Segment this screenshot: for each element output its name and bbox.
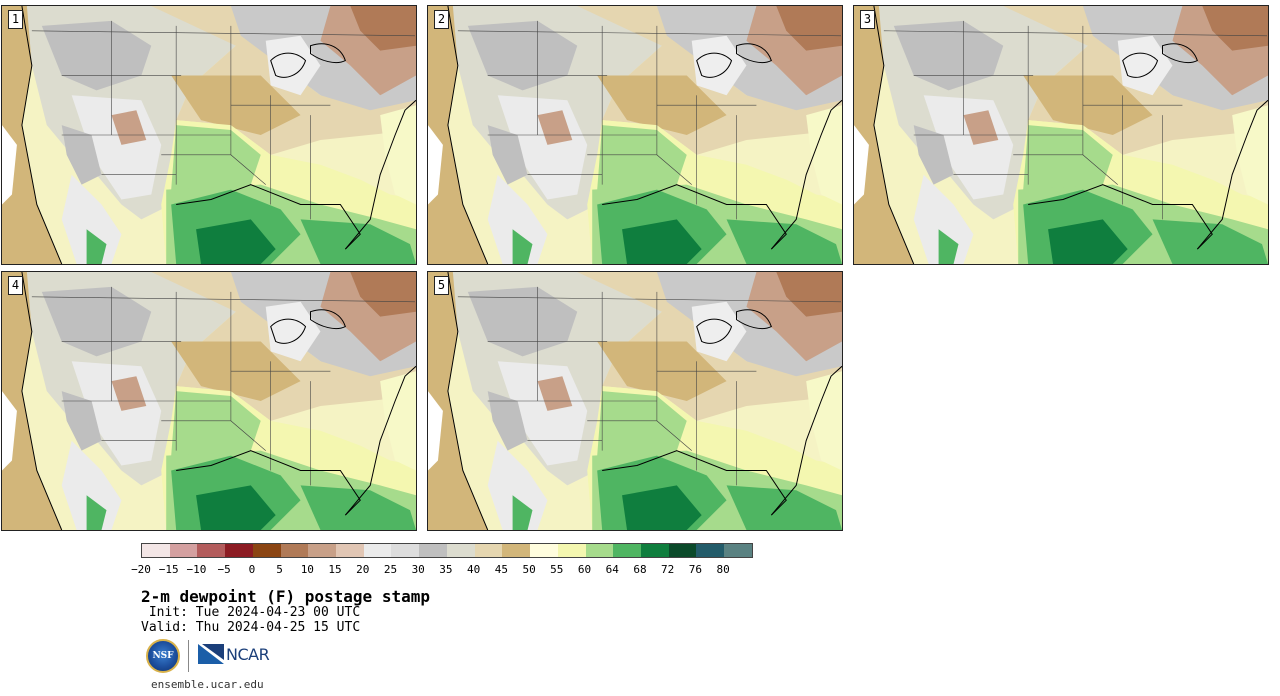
- dewpoint-map: [428, 6, 842, 264]
- colorbar-tick-labels: −20 −15 −10 −5 0 5 10 15 20 25 30 35 40 45 50 55 60 64 68 7…: [131, 563, 781, 577]
- colorbar-tick-label: 72: [661, 563, 675, 576]
- init-time: Init: Tue 2024-04-23 00 UTC: [141, 605, 361, 620]
- dewpoint-map: [2, 6, 416, 264]
- colorbar-swatch: [474, 544, 503, 557]
- logo-divider: [188, 640, 189, 672]
- valid-time: Valid: Thu 2024-04-25 15 UTC: [141, 620, 361, 635]
- colorbar-swatch: [169, 544, 198, 557]
- colorbar-swatch: [252, 544, 281, 557]
- colorbar-tick-label: −10: [186, 563, 207, 576]
- ncar-mark-icon: [198, 644, 224, 664]
- postage-stamp-panel-4: 4: [1, 271, 417, 531]
- colorbar-tick-label: 45: [494, 563, 508, 576]
- colorbar: [141, 543, 753, 558]
- colorbar-swatch: [280, 544, 309, 557]
- member-label: 1: [8, 10, 23, 29]
- member-label: 3: [860, 10, 875, 29]
- colorbar-tick-label: 60: [577, 563, 592, 576]
- colorbar-swatch: [640, 544, 669, 557]
- colorbar-swatch: [530, 544, 558, 557]
- colorbar-tick-label: 76: [688, 563, 703, 576]
- colorbar-swatch: [668, 544, 697, 557]
- colorbar-tick-label: 64: [605, 563, 619, 576]
- colorbar-tick-label: 35: [439, 563, 453, 576]
- member-label: 2: [434, 10, 449, 29]
- colorbar-swatch: [419, 544, 447, 557]
- colorbar-swatch: [557, 544, 586, 557]
- colorbar-swatch: [502, 544, 531, 557]
- colorbar-tick-label: 30: [411, 563, 425, 576]
- colorbar-swatch: [391, 544, 420, 557]
- colorbar-tick-label: 55: [550, 563, 564, 576]
- colorbar-swatch: [446, 544, 475, 557]
- member-label: 4: [8, 276, 23, 295]
- footer-url: ensemble.ucar.edu: [151, 678, 264, 691]
- colorbar-tick-label: 15: [328, 563, 342, 576]
- colorbar-tick-label: 5: [276, 563, 283, 576]
- member-label: 5: [434, 276, 449, 295]
- colorbar-swatch: [363, 544, 392, 557]
- dewpoint-map: [854, 6, 1268, 264]
- colorbar-swatch: [197, 544, 226, 557]
- colorbar-tick-label: 20: [356, 563, 370, 576]
- nsf-logo: NSF: [146, 639, 180, 673]
- colorbar-tick-label: 10: [300, 563, 314, 576]
- colorbar-tick-label: −20: [131, 563, 151, 576]
- colorbar-swatch: [613, 544, 641, 557]
- colorbar-tick-label: −15: [158, 563, 179, 576]
- colorbar-tick-label: 68: [633, 563, 647, 576]
- dewpoint-map: [2, 272, 416, 530]
- postage-stamp-panel-5: 5: [427, 271, 843, 531]
- colorbar-tick-label: 80: [716, 563, 730, 576]
- colorbar-tick-label: 25: [383, 563, 398, 576]
- ncar-logo: NCAR: [198, 644, 270, 664]
- colorbar-swatch: [724, 544, 752, 557]
- colorbar-swatch: [585, 544, 614, 557]
- colorbar-tick-label: 0: [248, 563, 256, 576]
- dewpoint-map: [428, 272, 842, 530]
- colorbar-swatch: [308, 544, 337, 557]
- page-title: 2-m dewpoint (F) postage stamp: [141, 587, 430, 606]
- colorbar-tick-label: 40: [467, 563, 481, 576]
- colorbar-tick-label: −5: [217, 563, 231, 576]
- colorbar-swatch: [696, 544, 725, 557]
- colorbar-swatch: [142, 544, 170, 557]
- postage-stamp-panel-3: 3: [853, 5, 1269, 265]
- colorbar-tick-label: 50: [522, 563, 536, 576]
- colorbar-swatch: [336, 544, 364, 557]
- colorbar-swatch: [225, 544, 253, 557]
- postage-stamp-panel-1: 1: [1, 5, 417, 265]
- postage-stamp-panel-2: 2: [427, 5, 843, 265]
